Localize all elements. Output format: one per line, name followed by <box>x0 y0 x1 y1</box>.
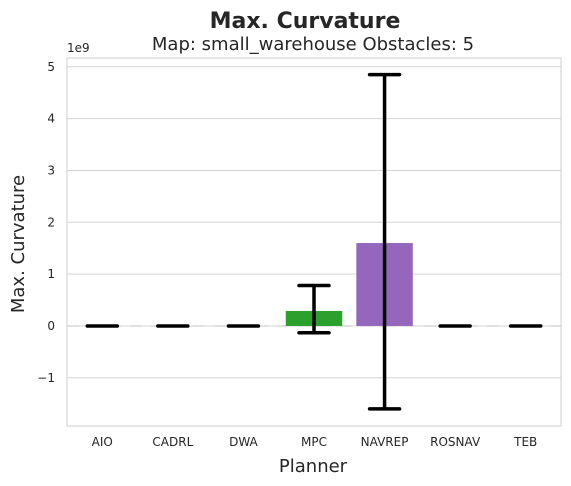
x-tick-label-mpc: MPC <box>301 435 327 449</box>
y-tick-label: 2 <box>47 215 55 229</box>
plot-area: −1 0 1 2 3 4 5 AIO CADRL DWA MPC NAVREP ROSNAV TEB <box>37 57 562 449</box>
x-tick-label-navrep: NAVREP <box>361 435 409 449</box>
x-tick-label-cadrl: CADRL <box>152 435 193 449</box>
x-axis-label: Planner <box>279 456 348 477</box>
y-tick-label: 1 <box>47 267 55 281</box>
y-axis-label: Max. Curvature <box>8 175 29 313</box>
y-tick-label: 0 <box>47 319 55 333</box>
x-tick-label-dwa: DWA <box>229 435 258 449</box>
y-tick-label: −1 <box>37 371 55 385</box>
y-tick-label: 4 <box>47 112 55 126</box>
y-tick-label: 3 <box>47 163 55 177</box>
x-tick-label-rosnav: ROSNAV <box>430 435 481 449</box>
x-tick-label-teb: TEB <box>513 435 537 449</box>
x-tick-label-aio: AIO <box>92 435 113 449</box>
plot-frame <box>66 57 562 427</box>
y-tick-label: 5 <box>47 60 55 74</box>
y-offset-label: 1e9 <box>67 41 90 55</box>
chart-subtitle: Map: small_warehouse Obstacles: 5 <box>152 34 474 55</box>
chart-title: Max. Curvature <box>210 9 401 34</box>
